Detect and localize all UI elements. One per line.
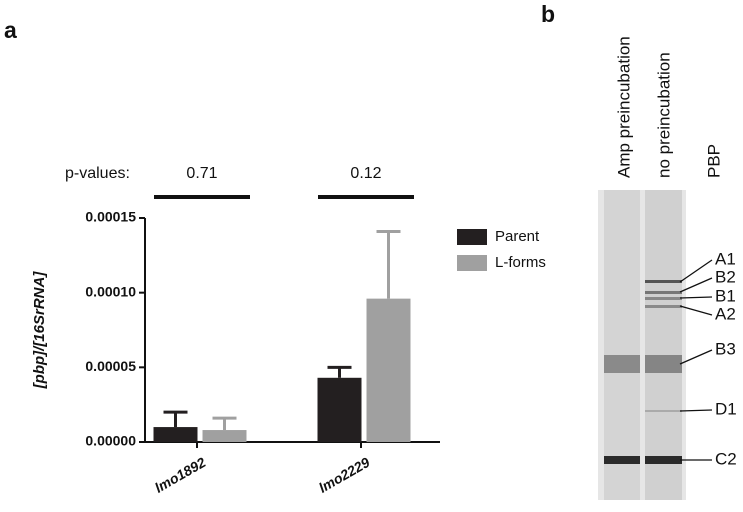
bar bbox=[317, 377, 362, 442]
p-value: 0.71 bbox=[186, 165, 217, 182]
band-label: B3 bbox=[715, 339, 736, 358]
y-tick-label: 0.00000 bbox=[85, 433, 136, 449]
annotation-label: p-values: bbox=[65, 165, 130, 182]
lane-label: no preincubation bbox=[654, 52, 673, 178]
band-label: D1 bbox=[715, 399, 737, 418]
y-tick-label: 0.00015 bbox=[85, 209, 136, 225]
band-label: B1 bbox=[715, 286, 736, 305]
x-tick-label: lmo2229 bbox=[316, 454, 373, 496]
p-value: 0.12 bbox=[350, 165, 381, 182]
y-tick-label: 0.00005 bbox=[85, 358, 136, 374]
band-pointer bbox=[679, 259, 713, 283]
lane-label: Amp preincubation bbox=[614, 36, 633, 178]
panel-label: a bbox=[4, 17, 17, 43]
legend-swatch bbox=[457, 229, 487, 245]
band-pointer bbox=[679, 349, 713, 365]
band-label: A1 bbox=[715, 249, 736, 268]
y-tick-label: 0.00010 bbox=[85, 283, 136, 299]
band-pointer bbox=[679, 277, 713, 293]
gel-image bbox=[598, 190, 686, 500]
legend-swatch bbox=[457, 255, 487, 271]
band-pointer bbox=[679, 305, 713, 316]
y-axis-label: [pbp]/[16SrRNA] bbox=[31, 271, 48, 390]
band-label: A2 bbox=[715, 304, 736, 323]
band-pointer bbox=[679, 296, 713, 299]
legend-label: L-forms bbox=[495, 254, 546, 271]
x-tick-label: lmo1892 bbox=[152, 454, 209, 496]
band-label: C2 bbox=[715, 449, 737, 468]
band-label: B2 bbox=[715, 267, 736, 286]
bar bbox=[366, 298, 411, 442]
bar bbox=[202, 430, 247, 442]
lane-label: PBP bbox=[704, 144, 723, 178]
panel-label: b bbox=[541, 1, 555, 27]
band-pointer bbox=[679, 409, 713, 412]
bar bbox=[153, 427, 198, 442]
legend-label: Parent bbox=[495, 228, 540, 245]
